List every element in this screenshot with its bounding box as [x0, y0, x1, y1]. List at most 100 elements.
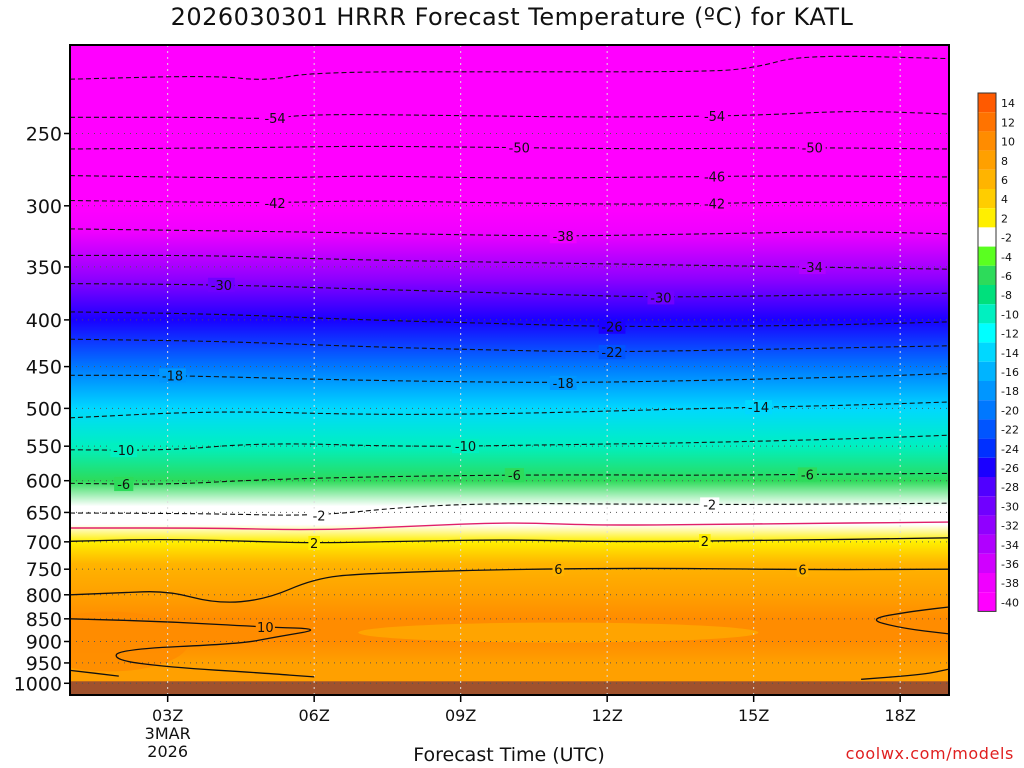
colorbar-label: -2 [1001, 232, 1012, 245]
ground-fill [70, 681, 949, 695]
colorbar-frame [977, 92, 997, 612]
colorbar-label: 2 [1001, 212, 1008, 225]
contour-label: -18 [553, 377, 574, 392]
credit-link[interactable]: coolwx.com/models [845, 744, 1014, 763]
y-tick-label: 700 [26, 532, 62, 554]
colorbar-label: -40 [1001, 596, 1019, 609]
contour-label: -6 [801, 468, 814, 483]
contour-label-bg [745, 400, 772, 415]
isotherm-line [70, 502, 949, 516]
contour-label-bg [700, 497, 720, 512]
y-tick-label: 1000 [14, 673, 62, 695]
contour-label-bg [798, 260, 826, 275]
y-tick-label: 550 [26, 436, 62, 458]
colorbar-swatch [978, 361, 996, 381]
contour-label: -38 [553, 230, 574, 245]
y-tick-label: 800 [26, 585, 62, 607]
colorbar-swatch [978, 573, 996, 593]
isotherm-line [70, 537, 949, 544]
colorbar-swatch [978, 227, 996, 247]
y-tick-label: 400 [26, 310, 62, 332]
isotherm-line [70, 111, 949, 119]
colorbar-label: -26 [1001, 462, 1019, 475]
colorbar-swatch [978, 534, 996, 554]
contour-label-bg [797, 467, 817, 482]
colorbar-swatch [978, 438, 996, 458]
isotherm-line [70, 283, 949, 298]
isotherm-line [70, 373, 949, 383]
y-tick-label: 750 [26, 559, 62, 581]
contour-label-bg [452, 439, 479, 454]
contour-label-bg [114, 477, 134, 492]
colorbar-swatch [978, 112, 996, 132]
isotherm-line [70, 401, 949, 419]
colorbar-swatch [978, 323, 996, 343]
colorbar-label: -38 [1001, 577, 1019, 590]
page-title: 2026030301 HRRR Forecast Temperature (ºC… [170, 3, 854, 31]
contour-label: -18 [162, 369, 183, 384]
isotherm-contours: -54 -54-50 -50-46-42 -42-38-34-30-30-26-22-… [70, 55, 949, 680]
colorbar-label: 4 [1001, 193, 1008, 206]
colorbar-label: -22 [1001, 424, 1019, 437]
colorbar-swatch [978, 150, 996, 170]
contour-label: -34 [802, 261, 823, 276]
colorbar-swatch [978, 496, 996, 516]
contour-label-bg [255, 620, 275, 635]
colorbar-swatch [978, 189, 996, 209]
contour-label-bg [549, 375, 577, 390]
warm-core-shading [70, 611, 759, 672]
colorbar-swatch [978, 477, 996, 497]
colorbar-label: -20 [1001, 404, 1019, 417]
contour-label: 2 [701, 535, 709, 550]
contour-label-bg [110, 443, 138, 458]
colorbar-label: -16 [1001, 366, 1019, 379]
contour-label-bg [701, 169, 728, 184]
colorbar-swatch [978, 457, 996, 477]
y-tick-label: 950 [26, 653, 62, 675]
colorbar-label: -32 [1001, 520, 1019, 533]
colorbar-label: 8 [1001, 155, 1008, 168]
y-tick-label: 600 [26, 471, 62, 493]
isotherm-line [70, 254, 949, 270]
contour-label-bg [552, 561, 565, 576]
contour-label-bg [308, 535, 320, 550]
y-tick-label: 650 [26, 502, 62, 524]
contour-label-bg [796, 562, 809, 577]
contour-label: -10 [455, 440, 476, 455]
isotherm-line [861, 668, 949, 680]
contour-label: -42 [704, 197, 725, 212]
colorbar-swatch [978, 592, 996, 612]
colorbar-swatch [978, 400, 996, 420]
isotherm-line [70, 472, 949, 485]
y-tick-label: 250 [26, 123, 62, 145]
contour-label: -46 [704, 170, 725, 185]
x-tick-date-label: 2026 [147, 742, 188, 761]
colorbar-swatch [978, 131, 996, 151]
colorbar-label: -30 [1001, 500, 1019, 513]
contour-label: -10 [113, 444, 134, 459]
contour-label: -14 [748, 401, 769, 416]
contour-label-bg [701, 196, 728, 211]
colorbar-label: -34 [1001, 539, 1019, 552]
colorbar-swatch [978, 304, 996, 324]
isotherm-line [70, 521, 949, 531]
contour-label-bg [505, 140, 533, 155]
colorbar-swatch [978, 342, 996, 362]
contour-label: -50 [509, 142, 530, 157]
contour-label: -2 [313, 510, 326, 525]
colorbar-label: 6 [1001, 174, 1008, 187]
contour-label: 6 [554, 563, 562, 578]
x-tick-label: 15Z [738, 706, 769, 725]
contour-label: -54 [264, 112, 285, 127]
colorbar-swatch [978, 381, 996, 401]
isotherm-line [70, 618, 315, 678]
plot-area: -54 -54-50 -50-46-42 -42-38-34-30-30-26-22-… [70, 45, 949, 695]
contour-label: -30 [650, 291, 671, 306]
isotherm-line [875, 606, 949, 635]
contour-label-bg [504, 468, 524, 483]
isotherm-line [70, 145, 949, 150]
colorbar-swatch [978, 93, 996, 113]
y-axis-ticks: 2503003504004505005506006507007508008509… [14, 123, 70, 695]
contour-label: 6 [798, 564, 806, 579]
x-tick-label: 12Z [592, 706, 623, 725]
